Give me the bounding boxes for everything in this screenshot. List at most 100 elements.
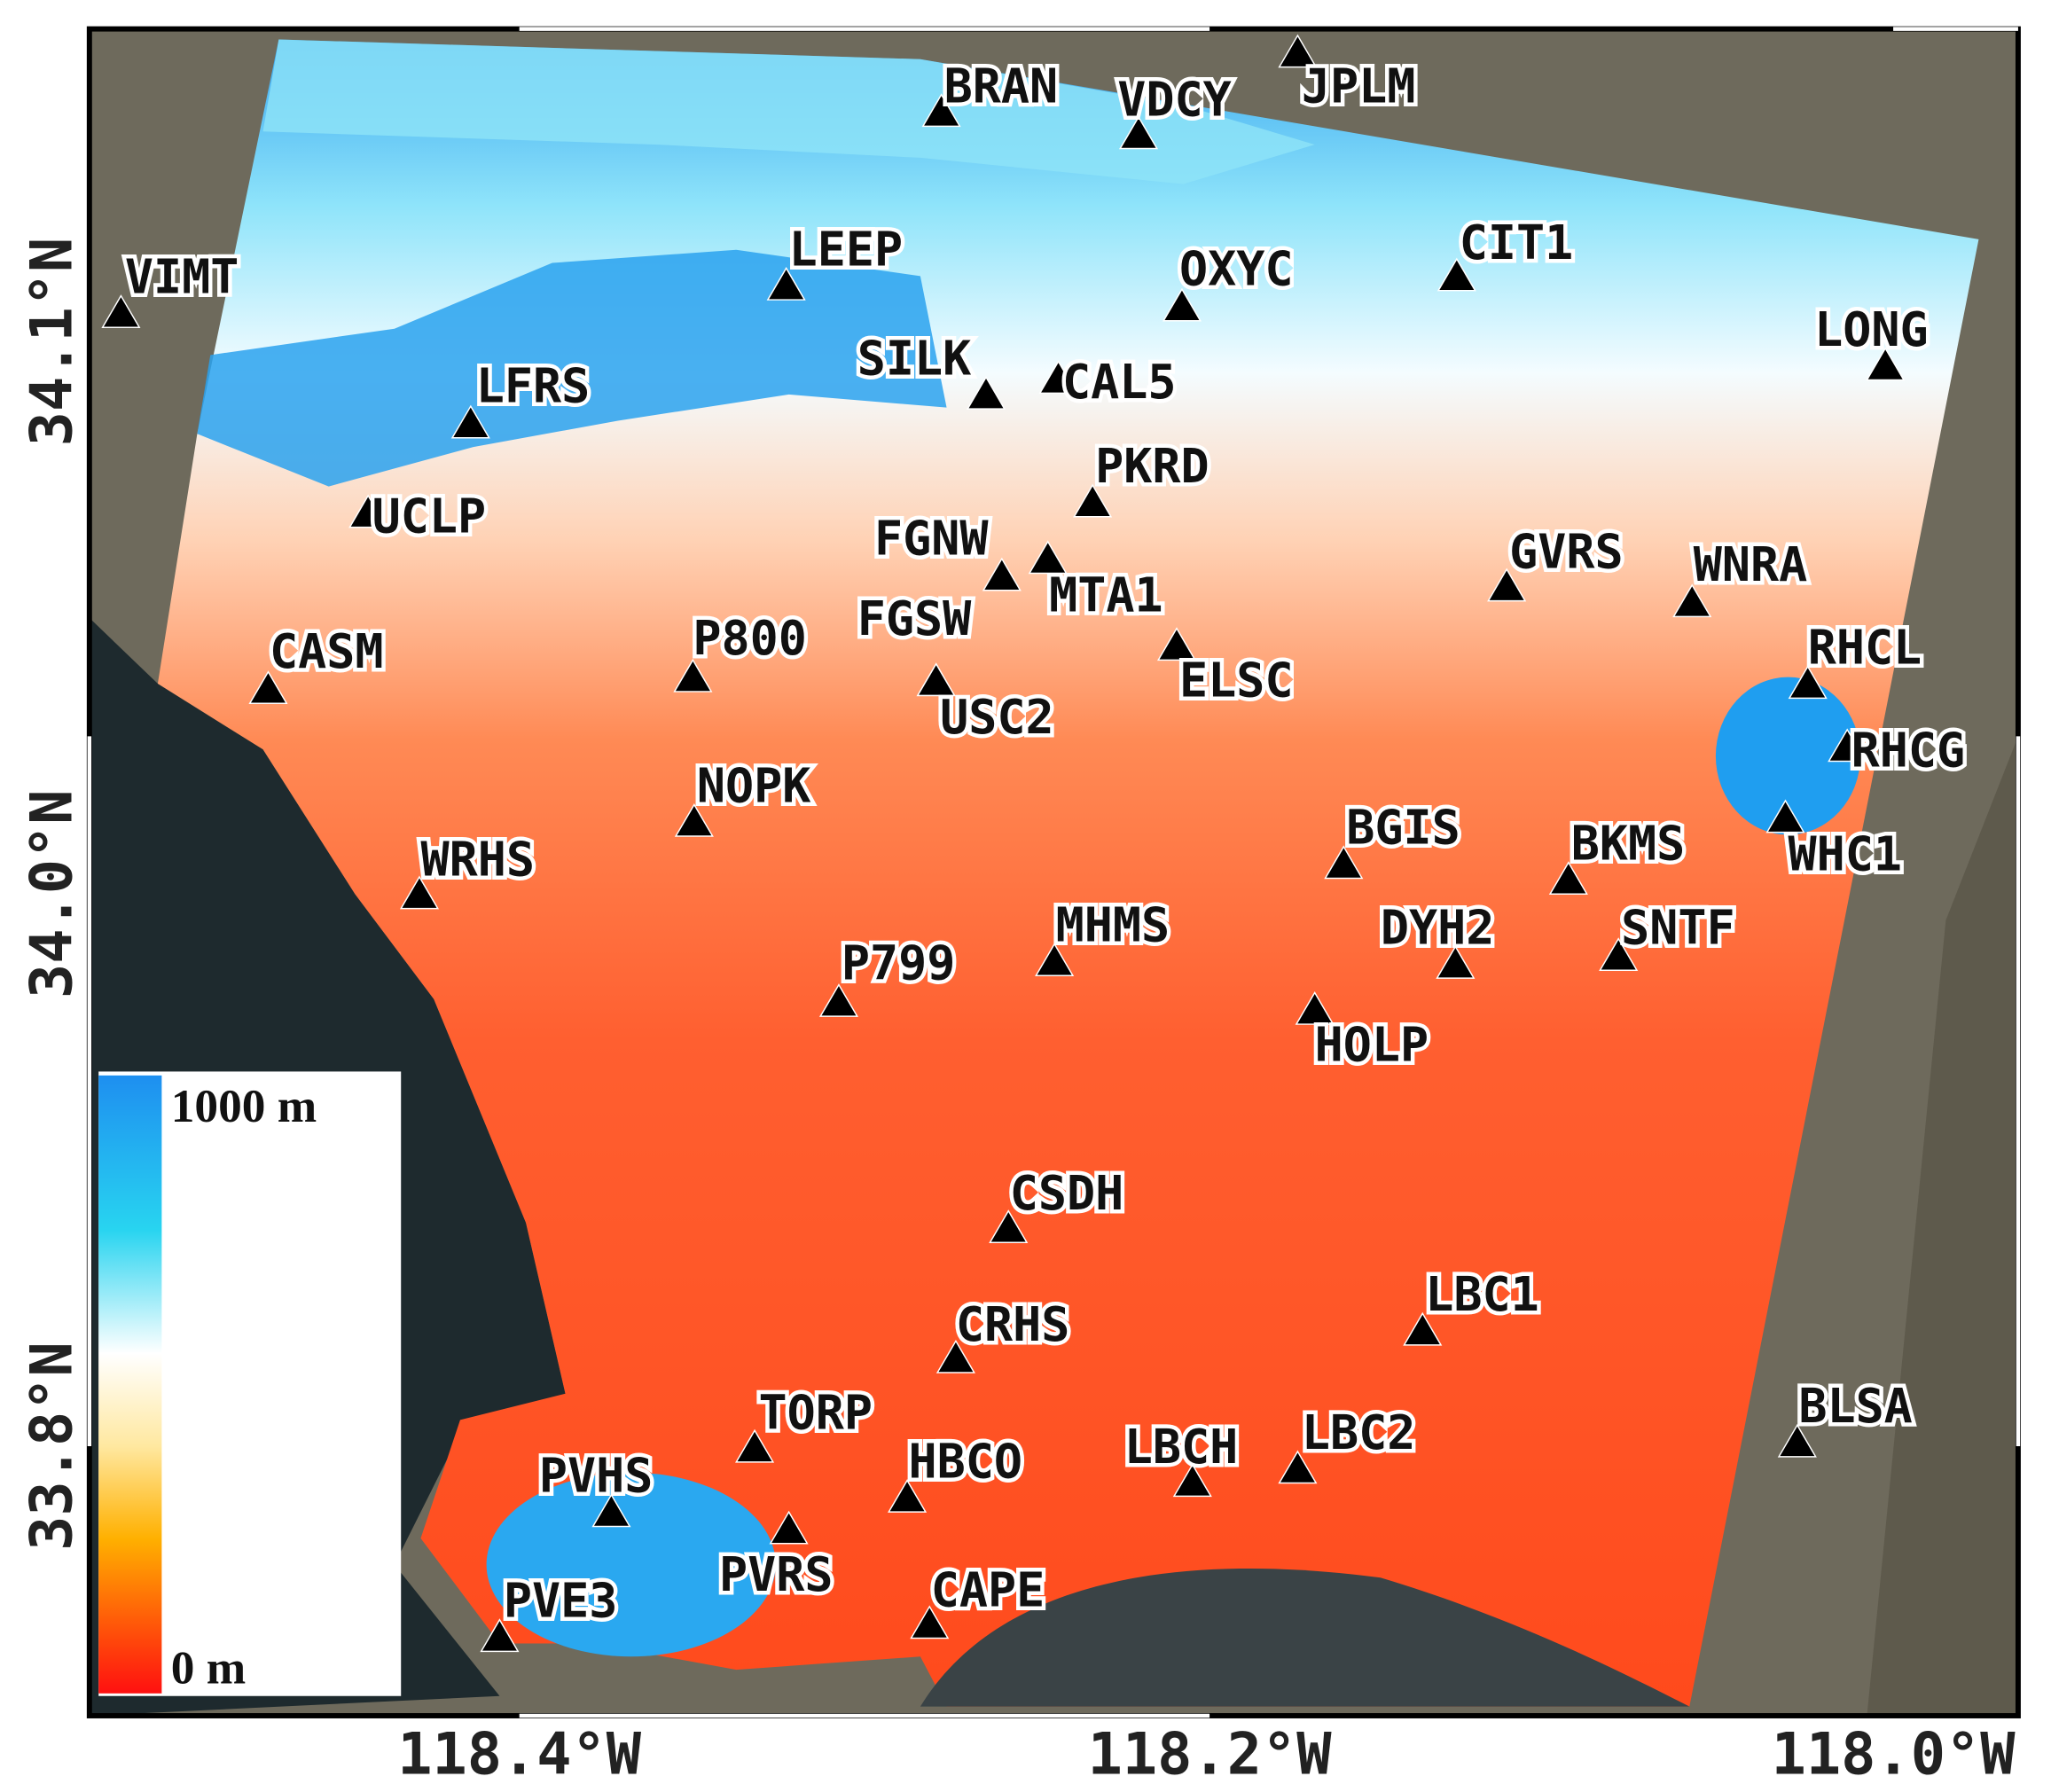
puente-hills xyxy=(1715,677,1861,835)
station-label: OXYC xyxy=(1179,241,1294,297)
colorbar xyxy=(98,1075,162,1694)
station-marker xyxy=(480,1618,520,1653)
station-label: JPLM xyxy=(1302,58,1416,113)
station-label: USC2 xyxy=(940,689,1054,745)
station-marker xyxy=(1548,861,1588,896)
station-label: NOPK xyxy=(697,757,811,813)
station-label: BGIS xyxy=(1346,800,1460,856)
station-marker xyxy=(1672,583,1712,618)
station-marker xyxy=(1172,1463,1212,1498)
station-label: BKMS xyxy=(1571,816,1686,872)
station-marker xyxy=(1777,1423,1817,1458)
station-marker xyxy=(921,93,961,128)
station-marker xyxy=(1788,665,1828,700)
station-marker xyxy=(818,983,859,1017)
station-marker xyxy=(1828,728,1867,763)
palos-verdes-hills xyxy=(486,1472,776,1657)
station-marker xyxy=(1436,945,1476,979)
station-label: CAL5 xyxy=(1062,354,1177,410)
station-marker xyxy=(1028,540,1068,575)
station-label: VDCY xyxy=(1117,71,1232,127)
station-marker xyxy=(1866,347,1906,381)
station-marker xyxy=(935,1339,975,1373)
latitude-label: 34.1°N xyxy=(18,238,85,447)
mountains xyxy=(197,249,947,487)
station-label: LONG xyxy=(1814,301,1929,357)
station-marker xyxy=(1278,1450,1318,1484)
station-label: BLSA xyxy=(1798,1378,1913,1434)
frame-ticks xyxy=(87,27,2021,1718)
legend-min: 0 m xyxy=(171,1640,246,1694)
station-marker xyxy=(1436,257,1476,292)
station-label: CIT1 xyxy=(1460,215,1574,270)
station-label: CSDH xyxy=(1010,1165,1124,1221)
station-marker xyxy=(348,494,388,528)
station-marker xyxy=(1487,567,1527,602)
station-label: CRHS xyxy=(956,1296,1070,1352)
station-label: FGNW xyxy=(874,511,989,567)
station-marker xyxy=(1599,937,1639,972)
station-marker xyxy=(1324,845,1364,880)
station-marker xyxy=(910,1605,950,1639)
station-marker xyxy=(888,1479,928,1513)
station-marker xyxy=(1156,627,1197,661)
latitude-label: 34.0°N xyxy=(18,789,85,998)
longitude-label: 118.4°W xyxy=(397,1721,642,1788)
station-label: HBCO xyxy=(909,1433,1023,1489)
station-marker xyxy=(248,670,288,705)
station-marker xyxy=(101,294,141,328)
longitude-label: 118.0°W xyxy=(1772,1721,2016,1788)
legend-max: 1000 m xyxy=(171,1079,317,1132)
station-marker xyxy=(673,658,713,693)
elevation-model xyxy=(157,39,1979,1707)
station-marker xyxy=(735,1428,775,1463)
station-label: FGSW xyxy=(857,591,972,646)
station-label: LBCH xyxy=(1124,1419,1239,1475)
station-marker xyxy=(450,404,490,439)
mountains xyxy=(262,39,1315,184)
station-label: LBC1 xyxy=(1425,1266,1539,1322)
station-marker xyxy=(591,1493,631,1528)
station-label: SILK xyxy=(857,330,972,386)
station-label: P799 xyxy=(842,935,956,990)
station-marker xyxy=(1038,360,1078,395)
station-label: CASM xyxy=(270,623,384,679)
station-label: P800 xyxy=(693,610,807,666)
station-label: LFRS xyxy=(476,358,591,414)
station-label: TORP xyxy=(759,1385,873,1441)
station-marker xyxy=(1765,799,1805,833)
station-label: MHMS xyxy=(1056,896,1170,952)
station-marker xyxy=(982,557,1022,591)
station-label: LEEP xyxy=(789,221,904,277)
station-label: PVRS xyxy=(719,1546,834,1602)
station-label: BRAN xyxy=(944,58,1059,113)
station-marker xyxy=(1035,943,1075,976)
station-label: WNRA xyxy=(1694,536,1808,592)
longitude-label: 118.2°W xyxy=(1088,1721,1333,1788)
station-marker xyxy=(1073,483,1113,518)
station-label: MTA1 xyxy=(1049,567,1163,622)
station-marker xyxy=(766,267,806,301)
station-label: CAPE xyxy=(931,1562,1045,1618)
station-label: DYH2 xyxy=(1381,899,1495,955)
station-label: RHCG xyxy=(1851,722,1966,778)
station-marker xyxy=(1403,1311,1443,1346)
station-label: PVE3 xyxy=(504,1573,618,1629)
station-label: VIMT xyxy=(125,248,239,304)
station-marker xyxy=(989,1209,1029,1243)
station-marker xyxy=(916,662,956,697)
station-marker xyxy=(674,802,714,837)
latitude-label: 33.8°N xyxy=(18,1342,85,1551)
station-label: PVHS xyxy=(539,1448,654,1504)
station-marker xyxy=(1278,34,1318,68)
station-marker xyxy=(399,875,440,910)
station-label: UCLP xyxy=(372,488,487,544)
station-label: SNTF xyxy=(1621,899,1735,955)
station-label: ELSC xyxy=(1179,653,1294,708)
station-label: GVRS xyxy=(1509,523,1624,579)
station-marker xyxy=(966,376,1006,410)
station-label: LBC2 xyxy=(1302,1405,1416,1460)
station-marker xyxy=(1118,115,1159,150)
